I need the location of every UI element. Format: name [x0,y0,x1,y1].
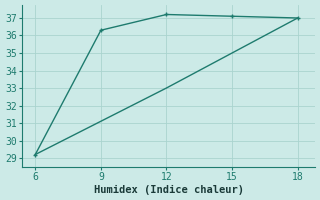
X-axis label: Humidex (Indice chaleur): Humidex (Indice chaleur) [94,185,244,195]
